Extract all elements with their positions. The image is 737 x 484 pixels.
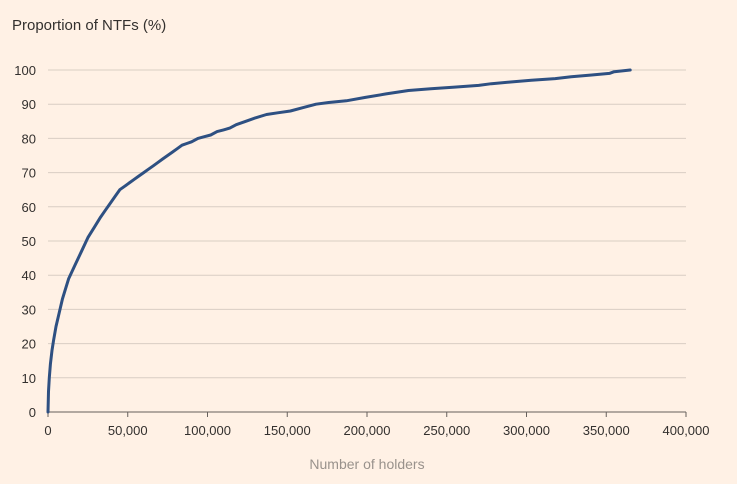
gridlines (48, 69, 686, 379)
y-tick-label: 50 (22, 234, 36, 249)
x-tick-label: 300,000 (503, 423, 550, 438)
y-tick-label: 80 (22, 131, 36, 146)
x-tick-label: 0 (44, 423, 51, 438)
x-tick-label: 350,000 (583, 423, 630, 438)
series (46, 68, 632, 414)
x-tick-label: 400,000 (663, 423, 710, 438)
x-axis-label: Number of holders (309, 456, 424, 472)
y-tick-label: 60 (22, 200, 36, 215)
y-tick-label: 20 (22, 337, 36, 352)
y-axis-label: Proportion of NTFs (%) (12, 17, 166, 34)
y-tick-label: 40 (22, 268, 36, 283)
x-tick-label: 50,000 (108, 423, 148, 438)
y-tick-label: 70 (22, 166, 36, 181)
y-tick-label: 30 (22, 302, 36, 317)
y-tick-label: 90 (22, 97, 36, 112)
series-line (46, 68, 632, 414)
y-tick-label: 100 (14, 63, 36, 78)
axes: 0 10 20 30 40 50 60 70 80 90 100 0 50,000 100,000 150,… (14, 63, 709, 438)
y-tick-label: 0 (29, 405, 36, 420)
y-tick-label: 10 (22, 371, 36, 386)
x-tick-label: 250,000 (423, 423, 470, 438)
x-tick-label: 100,000 (184, 423, 231, 438)
x-tick-label: 150,000 (264, 423, 311, 438)
x-tick-label: 200,000 (344, 423, 391, 438)
